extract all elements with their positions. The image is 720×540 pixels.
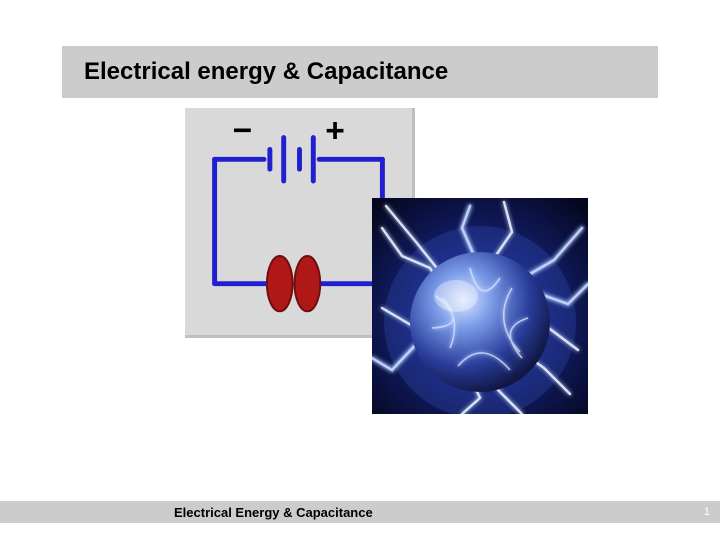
minus-label: −	[232, 113, 252, 150]
plasma-ball-image	[372, 198, 588, 414]
page-number: 1	[704, 506, 710, 518]
title-bar: Electrical energy & Capacitance	[62, 46, 658, 98]
footer-bar: Electrical Energy & Capacitance 1	[0, 501, 720, 523]
capacitor-plate-right	[295, 256, 321, 311]
capacitor-plate-left	[267, 256, 293, 311]
page-title: Electrical energy & Capacitance	[84, 58, 448, 86]
plus-label: +	[325, 113, 345, 150]
footer-title: Electrical Energy & Capacitance	[174, 505, 373, 520]
